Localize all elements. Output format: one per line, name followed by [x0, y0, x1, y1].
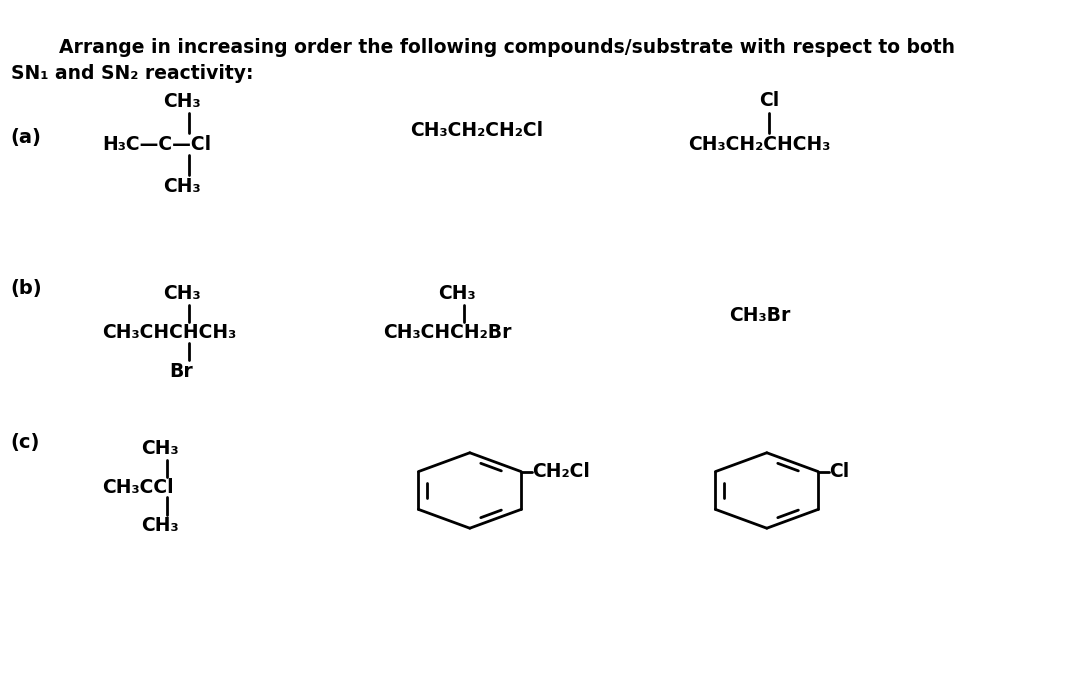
Text: CH₃CH₂CHCH₃: CH₃CH₂CHCH₃: [688, 134, 831, 154]
Text: CH₃CHCH₂Br: CH₃CHCH₂Br: [383, 323, 512, 342]
Text: CH₂Cl: CH₂Cl: [532, 462, 590, 481]
Text: SN₁ and SN₂ reactivity:: SN₁ and SN₂ reactivity:: [11, 64, 254, 84]
Text: CH₃Br: CH₃Br: [729, 306, 791, 325]
Text: (b): (b): [11, 279, 42, 298]
Text: Arrange in increasing order the following compounds/substrate with respect to bo: Arrange in increasing order the followin…: [59, 38, 956, 58]
Text: H₃C—C—Cl: H₃C—C—Cl: [103, 134, 212, 154]
Text: CH₃: CH₃: [141, 439, 178, 458]
Text: CH₃: CH₃: [163, 284, 200, 303]
Text: CH₃: CH₃: [163, 92, 200, 111]
Text: Br: Br: [170, 362, 193, 381]
Text: CH₃CCl: CH₃CCl: [103, 477, 174, 497]
Text: CH₃: CH₃: [163, 177, 200, 196]
Text: (c): (c): [11, 433, 40, 452]
Text: CH₃CH₂CH₂Cl: CH₃CH₂CH₂Cl: [410, 121, 543, 140]
Text: CH₃CHCHCH₃: CH₃CHCHCH₃: [103, 323, 237, 342]
Text: CH₃: CH₃: [141, 516, 178, 535]
Text: Cl: Cl: [759, 91, 779, 110]
Text: CH₃: CH₃: [438, 284, 475, 303]
Text: (a): (a): [11, 128, 42, 147]
Text: Cl: Cl: [829, 462, 849, 481]
